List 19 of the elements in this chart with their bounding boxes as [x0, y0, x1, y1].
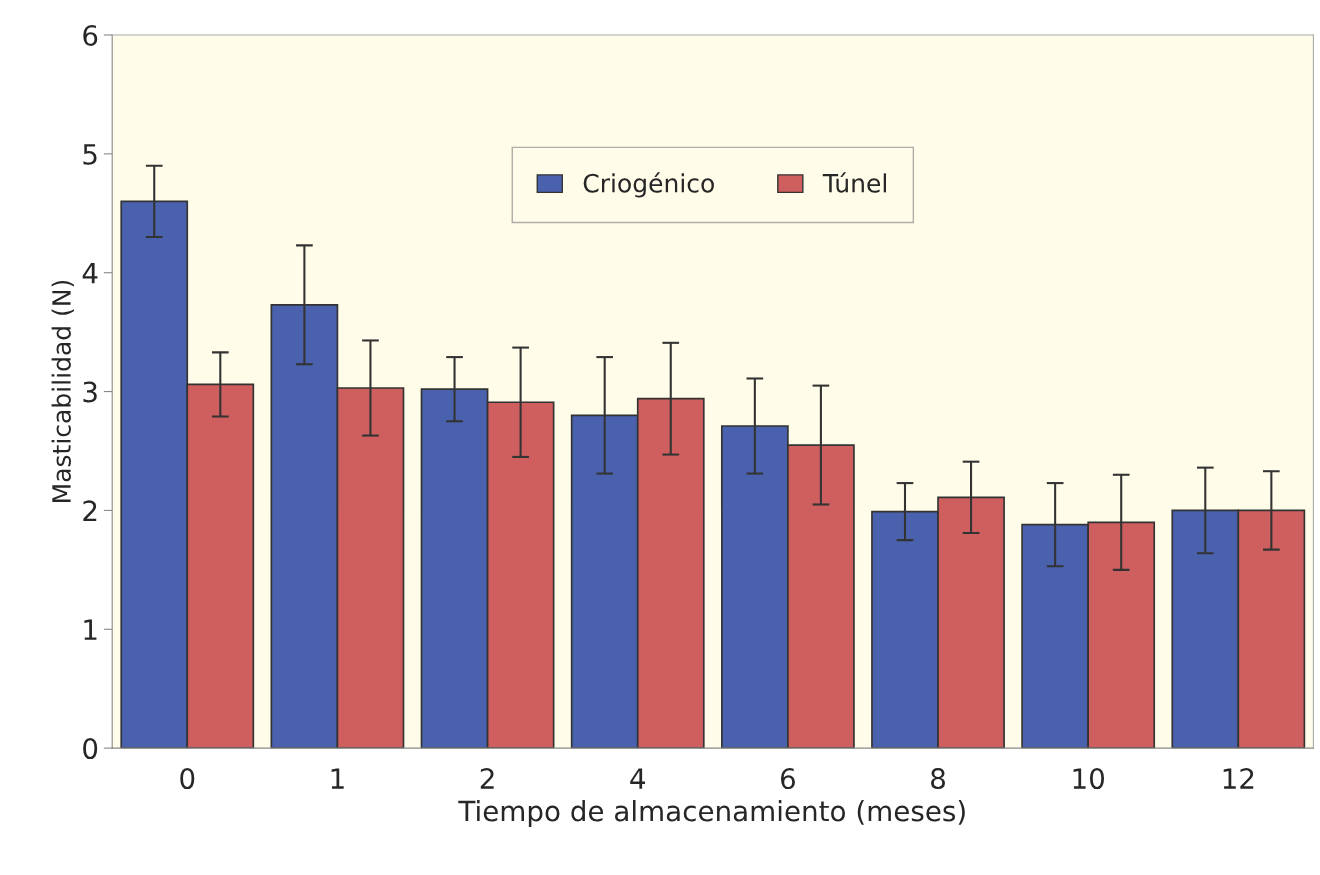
y-tick-label: 2: [83, 500, 97, 521]
y-tick-label: 5: [83, 144, 97, 165]
y-tick-label: 4: [82, 263, 98, 284]
x-tick-label: 6: [780, 768, 795, 790]
y-axis-title: Masticabilidad (N): [51, 280, 74, 502]
x-tick-label: 0: [180, 768, 195, 790]
y-tick-label: 6: [83, 24, 98, 46]
legend-label: Túnel: [822, 172, 886, 193]
legend-label: Criogénico: [583, 172, 714, 198]
y-tick-label: 1: [84, 619, 97, 640]
y-tick-label: 0: [83, 738, 98, 760]
x-tick-label: 10: [1073, 768, 1104, 790]
y-tick-label: 3: [83, 381, 97, 403]
x-tick-label: 12: [1223, 768, 1254, 789]
x-tick-label: 4: [630, 768, 645, 789]
x-tick-label: 1: [331, 768, 344, 789]
x-tick-label: 8: [931, 768, 945, 790]
x-tick-label: 2: [480, 768, 494, 789]
x-axis-title: Tiempo de almacenamiento (meses): [458, 800, 965, 827]
